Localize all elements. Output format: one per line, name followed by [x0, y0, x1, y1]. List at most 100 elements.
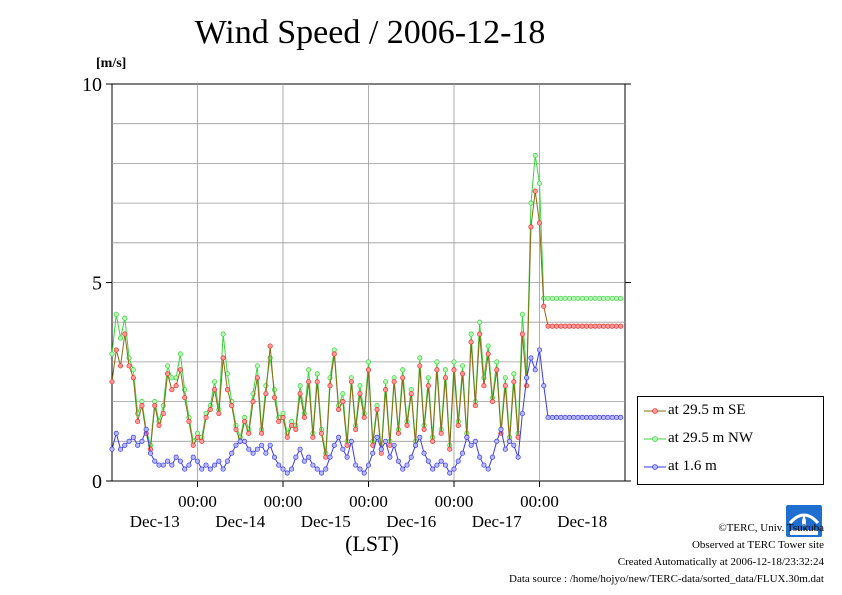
y-tick-label: 5	[92, 273, 102, 295]
data-point-1	[566, 295, 572, 301]
data-point-2	[434, 462, 440, 468]
data-point-2	[344, 454, 350, 460]
legend-low-swatch	[644, 464, 666, 470]
data-point-2	[318, 470, 325, 476]
x-date-label: Dec-15	[301, 512, 351, 531]
data-point-0	[472, 403, 478, 409]
data-point-0	[109, 379, 115, 385]
data-point-0	[605, 323, 611, 329]
data-point-0	[113, 347, 119, 353]
data-point-0	[592, 323, 598, 329]
data-point-2	[353, 462, 359, 468]
data-point-0	[357, 391, 363, 397]
data-point-2	[293, 454, 299, 460]
data-point-0	[173, 383, 179, 389]
data-point-2	[545, 414, 551, 421]
data-point-0	[318, 430, 325, 436]
data-point-1	[494, 359, 500, 365]
data-point-0	[353, 426, 359, 432]
credit-copyright: ©TERC, Univ. Tsukuba	[718, 522, 824, 534]
data-point-1	[545, 295, 551, 301]
data-point-1	[340, 391, 346, 397]
data-point-2	[566, 414, 572, 421]
data-point-0	[481, 383, 487, 389]
data-point-2	[271, 454, 278, 460]
data-point-1	[130, 367, 136, 373]
data-point-1	[177, 351, 183, 357]
data-point-2	[327, 454, 333, 460]
data-point-2	[113, 430, 119, 436]
data-point-2	[280, 466, 286, 472]
data-point-0	[519, 331, 525, 337]
data-point-0	[288, 422, 295, 428]
data-point-2	[220, 466, 226, 472]
data-point-0	[583, 323, 590, 329]
data-point-1	[263, 383, 269, 389]
x-tick-time-label: 00:00	[178, 492, 217, 511]
data-point-0	[395, 430, 401, 436]
data-point-2	[194, 458, 201, 464]
data-point-2	[447, 470, 453, 476]
data-point-2	[250, 450, 256, 456]
y-axis-unit: [m/s]	[96, 56, 127, 71]
data-point-2	[481, 462, 487, 468]
data-point-1	[357, 383, 363, 389]
data-point-0	[327, 383, 333, 389]
legend: at 29.5 m SE at 29.5 m NW at 1.6 m	[637, 396, 824, 485]
legend-nw-label: at 29.5 m NW	[668, 430, 753, 446]
x-axis-title: (LST)	[345, 531, 399, 556]
data-point-0	[477, 331, 483, 337]
data-point-0	[489, 399, 496, 405]
data-point-1	[562, 295, 568, 301]
data-point-0	[400, 375, 406, 381]
data-point-2	[507, 438, 513, 444]
data-point-0	[152, 403, 158, 409]
data-point-2	[160, 462, 166, 468]
data-point-1	[297, 383, 303, 389]
data-point-0	[280, 414, 286, 421]
data-point-0	[306, 379, 312, 385]
data-point-0	[297, 391, 303, 397]
data-point-0	[536, 220, 543, 226]
data-point-0	[293, 426, 299, 432]
data-point-2	[203, 462, 209, 468]
data-point-2	[254, 446, 260, 452]
data-point-2	[519, 410, 525, 417]
data-point-1	[434, 359, 440, 365]
data-point-2	[425, 458, 431, 464]
data-point-0	[182, 395, 188, 401]
data-point-1	[519, 311, 525, 317]
data-point-2	[284, 470, 290, 476]
data-point-1	[306, 367, 312, 373]
data-point-0	[451, 367, 457, 373]
data-point-0	[562, 323, 568, 329]
data-point-0	[383, 387, 389, 393]
data-point-0	[331, 351, 337, 357]
data-point-2	[596, 414, 602, 421]
data-point-1	[554, 295, 560, 301]
x-tick-time-label: 00:00	[264, 492, 303, 511]
data-point-2	[216, 458, 222, 464]
data-point-2	[579, 414, 585, 421]
data-point-2	[549, 414, 555, 421]
data-point-0	[541, 303, 547, 309]
data-point-0	[554, 323, 560, 329]
x-tick-time-label: 00:00	[349, 492, 388, 511]
data-point-2	[601, 414, 607, 421]
data-point-0	[571, 323, 577, 329]
data-point-2	[323, 466, 329, 472]
data-point-1	[314, 371, 320, 377]
data-point-0	[122, 331, 128, 337]
data-point-1	[451, 359, 457, 365]
legend-nw-swatch	[644, 436, 666, 442]
data-point-2	[173, 454, 179, 460]
data-point-2	[442, 462, 449, 468]
data-point-0	[348, 379, 354, 385]
data-point-0	[601, 323, 607, 329]
data-point-2	[524, 375, 530, 381]
data-point-2	[383, 438, 389, 444]
chart-title: Wind Speed / 2006-12-18	[194, 14, 546, 51]
data-point-2	[169, 462, 175, 468]
data-point-1	[596, 295, 602, 301]
data-point-0	[596, 323, 602, 329]
